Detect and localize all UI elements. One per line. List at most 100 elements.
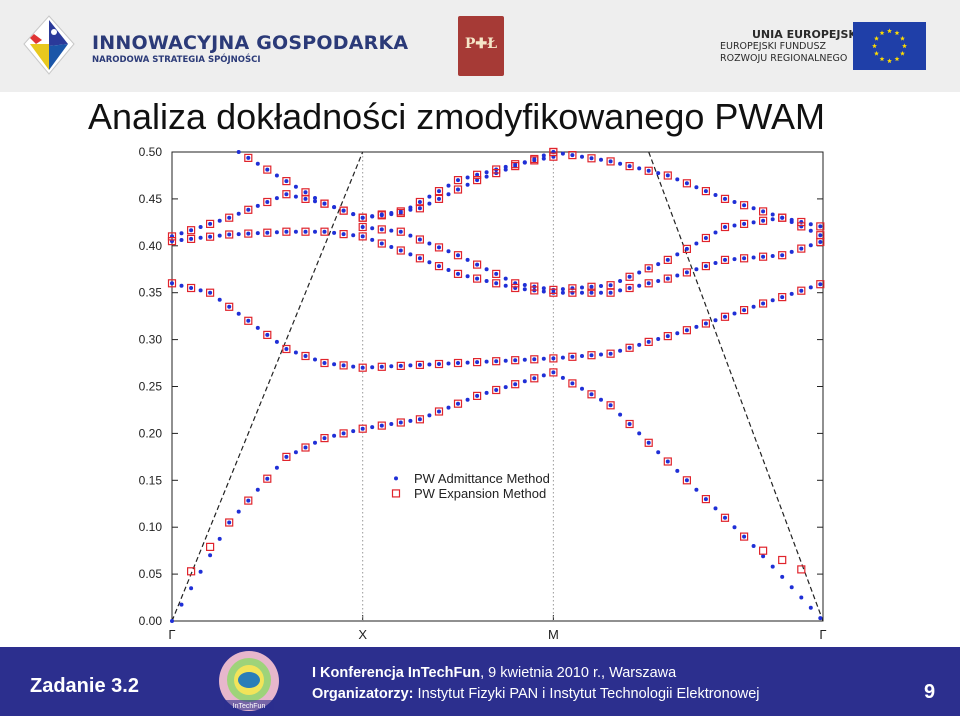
pwem-point — [453, 251, 463, 260]
pwem-point — [758, 216, 768, 225]
pwem-point — [625, 272, 634, 281]
pwam-point — [313, 440, 317, 445]
pwam-point — [494, 359, 499, 364]
pwem-point — [530, 154, 539, 164]
pwam-point — [808, 605, 813, 610]
y-tick-label: 0.10 — [139, 520, 163, 534]
pwam-point — [170, 619, 174, 623]
pwam-point — [580, 290, 584, 295]
pwam-point — [808, 243, 813, 248]
eu-star-icon — [894, 56, 900, 62]
pwem-point — [225, 230, 234, 239]
conference-line: I Konferencja InTechFun, 9 kwietnia 2010… — [312, 665, 676, 681]
pwam-point — [437, 189, 441, 194]
pwam-point — [770, 212, 775, 217]
pwem-point — [644, 166, 653, 175]
pwem-point — [453, 358, 463, 368]
pwam-point — [284, 229, 289, 234]
pwem-point — [167, 232, 177, 241]
pwem-point — [720, 194, 730, 204]
pwam-point — [808, 228, 813, 233]
pwam-point — [751, 304, 756, 309]
pwem-point — [530, 374, 539, 383]
pwam-point — [503, 167, 508, 172]
pwam-point — [475, 178, 480, 183]
pwam-point — [646, 339, 651, 344]
y-tick-labels: 0.00 0.05 0.10 0.15 0.20 0.25 0.30 0.35 0.40 0.45… — [139, 145, 163, 628]
pwam-point — [761, 209, 766, 214]
pwam-point — [703, 236, 708, 240]
pwem-point — [415, 197, 424, 207]
pwam-point — [656, 279, 661, 283]
pwam-point — [541, 156, 546, 161]
pwam-point — [332, 230, 337, 235]
pwam-point — [618, 161, 623, 166]
pwam-point — [389, 228, 394, 233]
pwam-point — [456, 187, 460, 192]
pwam-point — [170, 281, 174, 286]
pwam-point — [503, 276, 508, 281]
pwam-point — [437, 409, 441, 414]
pwam-point — [265, 332, 270, 337]
pwem-point — [587, 351, 596, 360]
pwam-point — [189, 586, 194, 591]
pwem-point — [492, 279, 501, 288]
pwam-point — [532, 157, 537, 161]
pwam-point — [446, 249, 451, 254]
light-line — [648, 151, 824, 622]
pwam-point — [789, 585, 794, 590]
pwam-point — [446, 361, 451, 366]
pwem-point — [453, 175, 463, 185]
pwem-point — [568, 284, 577, 293]
pwam-point — [465, 360, 470, 365]
pwem-point — [358, 424, 367, 433]
pwem-point — [739, 532, 749, 541]
pwam-point — [379, 423, 384, 428]
pwam-point — [417, 362, 422, 367]
pwam-point — [684, 181, 689, 186]
eu-label-line3: ROZWOJU REGIONALNEGO — [720, 53, 848, 64]
pwam-point — [818, 224, 823, 229]
eu-star-icon — [887, 28, 892, 34]
pwam-point — [313, 199, 317, 204]
pwam-point — [751, 255, 756, 260]
pwam-point — [456, 271, 460, 276]
pwam-point — [608, 283, 613, 288]
pwam-point — [656, 337, 661, 341]
pwam-point — [818, 233, 823, 238]
x-tick-label: Γ — [819, 627, 826, 642]
pwam-point — [799, 288, 804, 293]
pwam-point — [522, 160, 527, 165]
pwam-point — [484, 359, 489, 364]
pwam-point — [217, 233, 222, 238]
pwem-point — [225, 302, 234, 311]
pwem-point — [549, 147, 558, 157]
pwam-point — [532, 357, 537, 362]
pwem-point — [663, 274, 672, 283]
eu-label-line1: UNIA EUROPEJSKA — [752, 28, 866, 41]
pwem-point — [282, 344, 291, 354]
slide-title: Analiza dokładności zmodyfikowanego PWAM — [88, 96, 826, 137]
eu-flag-icon — [853, 22, 926, 70]
legend-dot-marker — [394, 476, 398, 481]
pwam-point — [322, 201, 327, 206]
pwem-point — [739, 219, 749, 229]
pwam-point — [522, 379, 527, 384]
pwam-point — [437, 362, 441, 366]
pwam-point — [589, 156, 594, 161]
pwam-point — [818, 616, 823, 621]
pwam-point — [379, 227, 384, 232]
pwam-point — [703, 497, 708, 502]
task-label: Zadanie 3.2 — [30, 675, 139, 697]
pwem-point — [682, 326, 692, 335]
pwam-point — [198, 288, 203, 293]
pwam-point — [370, 365, 375, 370]
pwam-point — [246, 155, 251, 160]
pwem-point — [434, 194, 444, 204]
eu-star-icon — [887, 58, 892, 64]
pwam-point — [522, 357, 527, 362]
pwam-point — [322, 436, 327, 441]
pwam-point — [370, 226, 375, 231]
pwem-point — [396, 246, 405, 255]
x-tick-label: X — [358, 627, 367, 642]
